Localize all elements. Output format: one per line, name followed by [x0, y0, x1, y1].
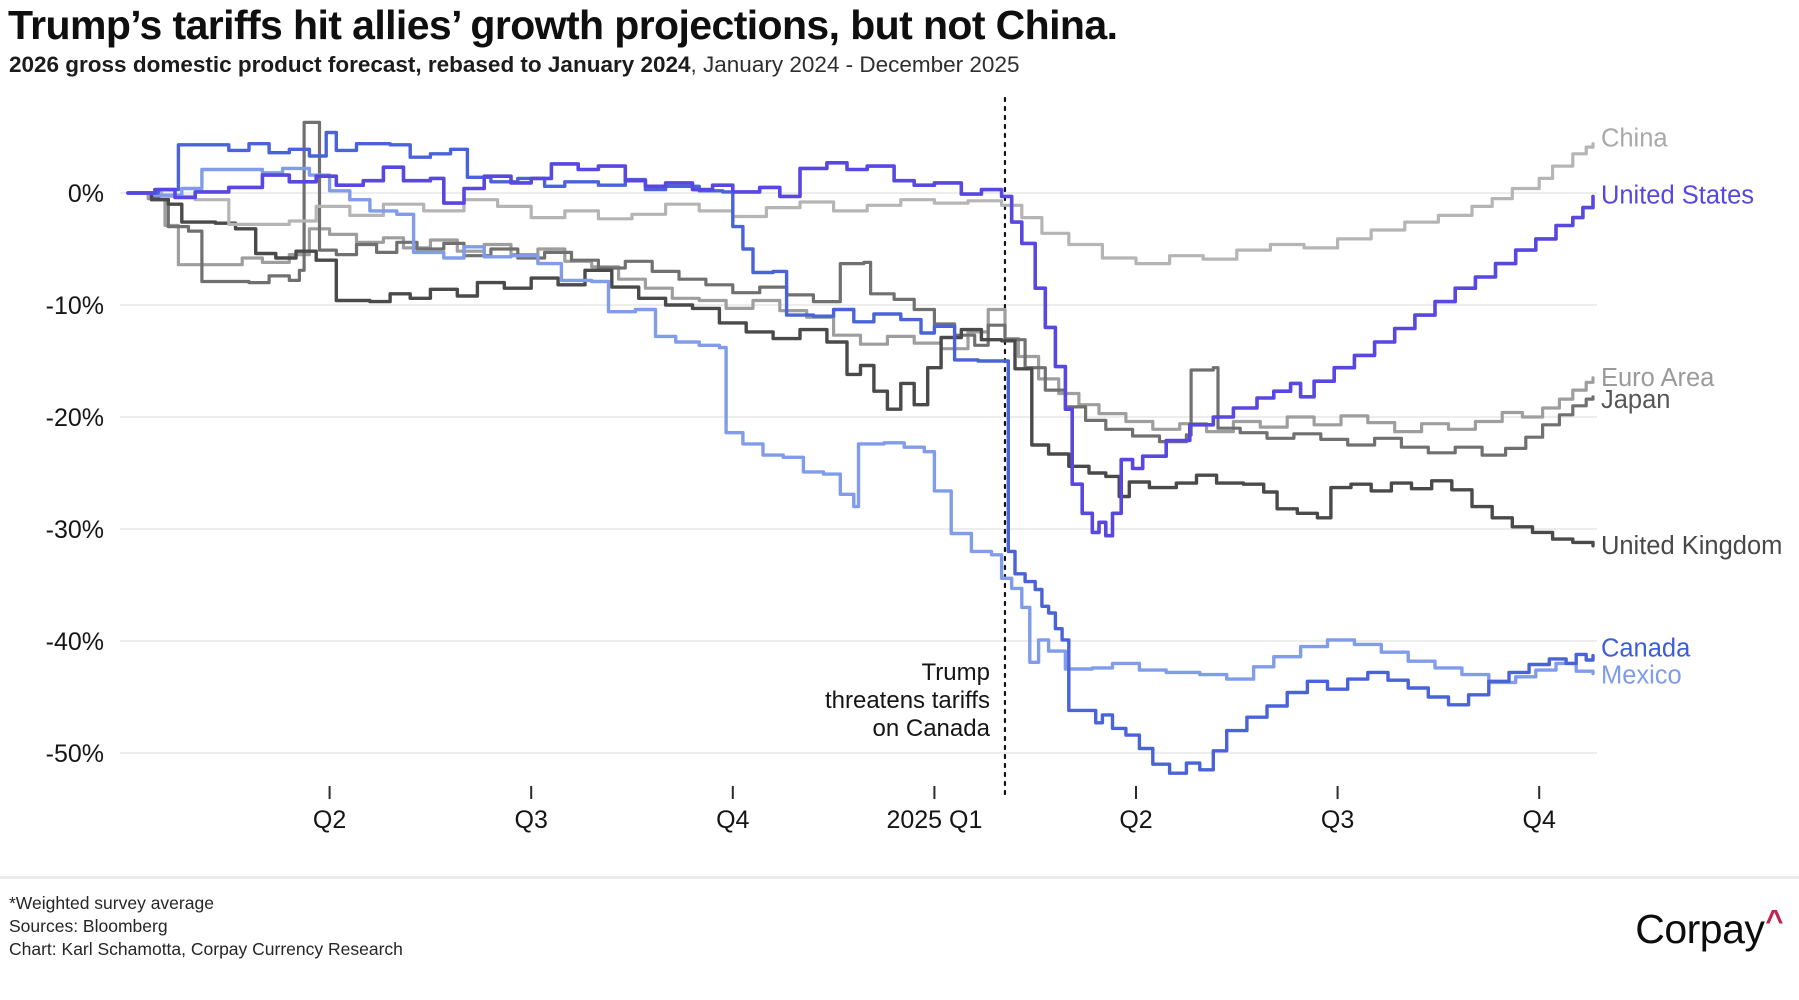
series-label-china: China	[1601, 125, 1668, 153]
y-axis-label: -20%	[46, 404, 104, 432]
series-label-united-states: United States	[1601, 181, 1754, 209]
series-label-united-kingdom: United Kingdom	[1601, 532, 1782, 560]
series-line-euro-area	[126, 191, 1595, 434]
page-title: Trump’s tariffs hit allies’ growth proje…	[8, 2, 1118, 48]
series-line-canada	[126, 130, 1595, 775]
x-axis-label: Q2	[1119, 806, 1152, 834]
subtitle-bold: 2026 gross domestic product forecast, re…	[9, 52, 691, 77]
subtitle-daterange: , January 2024 - December 2025	[690, 52, 1020, 77]
x-axis-label: Q4	[716, 806, 749, 834]
x-axis-label: Q3	[1321, 806, 1354, 834]
footnote-weighted-average: *Weighted survey average	[9, 893, 214, 913]
series-label-euro-area: Euro Area	[1601, 364, 1715, 392]
footnotes: *Weighted survey average Sources: Bloomb…	[9, 892, 403, 961]
y-axis-label: -10%	[46, 292, 104, 320]
x-axis-label: Q4	[1523, 806, 1556, 834]
corpay-caret-icon: ^	[1765, 903, 1783, 938]
series-line-japan	[126, 120, 1595, 457]
series-line-united-states	[126, 161, 1595, 538]
corpay-logo-text: Corpay	[1635, 906, 1765, 952]
series-label-mexico: Mexico	[1601, 661, 1682, 689]
footnote-sources: Sources: Bloomberg	[9, 916, 168, 936]
series-label-canada: Canada	[1601, 635, 1691, 663]
series-line-mexico	[126, 166, 1595, 685]
y-axis-label: -50%	[46, 740, 104, 768]
event-annotation-line: Trump	[922, 659, 990, 686]
event-annotation-line: threatens tariffs	[825, 687, 990, 714]
series-label-japan: Japan	[1601, 386, 1670, 414]
series-line-china	[126, 142, 1595, 266]
x-axis-label: 2025 Q1	[886, 806, 982, 834]
y-axis-label: 0%	[68, 180, 104, 208]
chart-subtitle: 2026 gross domestic product forecast, re…	[9, 52, 1019, 78]
series-line-united-kingdom	[126, 191, 1595, 548]
event-annotation-line: on Canada	[873, 715, 991, 742]
corpay-logo: Corpay^	[1635, 903, 1783, 953]
footer-divider	[0, 876, 1799, 879]
footnote-credit: Chart: Karl Schamotta, Corpay Currency R…	[9, 939, 403, 959]
y-axis-label: -40%	[46, 628, 104, 656]
x-axis-label: Q2	[313, 806, 346, 834]
y-axis-label: -30%	[46, 516, 104, 544]
x-axis-label: Q3	[515, 806, 548, 834]
